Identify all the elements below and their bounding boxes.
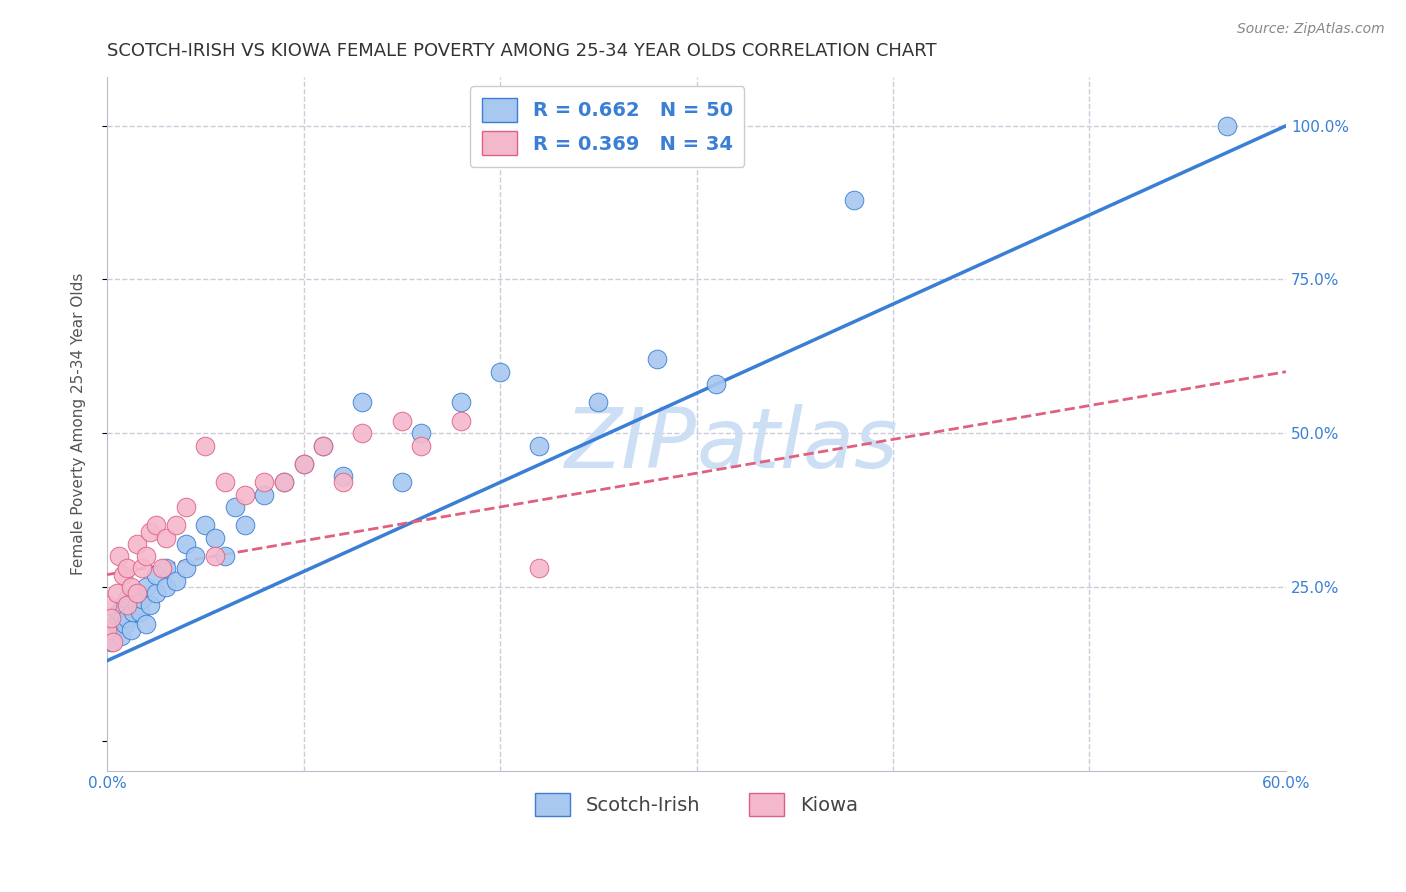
- Point: [352, 395, 374, 409]
- Point: [450, 395, 472, 409]
- Point: [145, 518, 167, 533]
- Point: [411, 438, 433, 452]
- Point: [135, 616, 157, 631]
- Point: [233, 488, 256, 502]
- Point: [253, 488, 276, 502]
- Text: Source: ZipAtlas.com: Source: ZipAtlas.com: [1237, 22, 1385, 37]
- Point: [131, 592, 153, 607]
- Point: [352, 426, 374, 441]
- Point: [111, 610, 134, 624]
- Point: [204, 531, 226, 545]
- Point: [120, 580, 142, 594]
- Point: [125, 537, 148, 551]
- Point: [135, 549, 157, 564]
- Point: [108, 549, 131, 564]
- Point: [174, 537, 197, 551]
- Point: [224, 500, 246, 514]
- Point: [155, 580, 177, 594]
- Point: [105, 616, 128, 631]
- Point: [121, 605, 143, 619]
- Legend: Scotch-Irish, Kiowa: Scotch-Irish, Kiowa: [527, 785, 866, 824]
- Point: [115, 592, 138, 607]
- Point: [96, 629, 118, 643]
- Point: [165, 574, 187, 588]
- Point: [110, 629, 132, 643]
- Point: [100, 635, 122, 649]
- Point: [204, 549, 226, 564]
- Point: [155, 561, 177, 575]
- Point: [100, 610, 122, 624]
- Point: [111, 567, 134, 582]
- Point: [115, 561, 138, 575]
- Point: [1216, 119, 1239, 133]
- Point: [115, 610, 138, 624]
- Point: [129, 605, 152, 619]
- Text: ZIP: ZIP: [565, 404, 696, 485]
- Point: [135, 580, 157, 594]
- Point: [391, 475, 413, 490]
- Point: [120, 623, 142, 637]
- Point: [145, 586, 167, 600]
- Text: atlas: atlas: [696, 404, 898, 485]
- Point: [194, 518, 217, 533]
- Point: [704, 377, 727, 392]
- Point: [150, 561, 173, 575]
- Point: [332, 469, 354, 483]
- Point: [114, 616, 136, 631]
- Point: [842, 193, 865, 207]
- Y-axis label: Female Poverty Among 25-34 Year Olds: Female Poverty Among 25-34 Year Olds: [72, 273, 86, 575]
- Point: [273, 475, 295, 490]
- Point: [101, 635, 124, 649]
- Text: SCOTCH-IRISH VS KIOWA FEMALE POVERTY AMONG 25-34 YEAR OLDS CORRELATION CHART: SCOTCH-IRISH VS KIOWA FEMALE POVERTY AMO…: [107, 42, 936, 60]
- Point: [645, 352, 668, 367]
- Point: [312, 438, 335, 452]
- Point: [139, 524, 162, 539]
- Point: [253, 475, 276, 490]
- Point: [391, 414, 413, 428]
- Point: [233, 518, 256, 533]
- Point: [292, 457, 315, 471]
- Point: [588, 395, 610, 409]
- Point: [411, 426, 433, 441]
- Point: [312, 438, 335, 452]
- Point: [96, 599, 118, 613]
- Point: [125, 586, 148, 600]
- Point: [96, 623, 118, 637]
- Point: [174, 500, 197, 514]
- Point: [108, 605, 131, 619]
- Point: [529, 561, 551, 575]
- Point: [529, 438, 551, 452]
- Point: [214, 549, 236, 564]
- Point: [115, 599, 138, 613]
- Point: [174, 561, 197, 575]
- Point: [111, 599, 134, 613]
- Point: [145, 567, 167, 582]
- Point: [332, 475, 354, 490]
- Point: [450, 414, 472, 428]
- Point: [292, 457, 315, 471]
- Point: [214, 475, 236, 490]
- Point: [125, 586, 148, 600]
- Point: [139, 599, 162, 613]
- Point: [184, 549, 207, 564]
- Point: [101, 623, 124, 637]
- Point: [155, 531, 177, 545]
- Point: [273, 475, 295, 490]
- Point: [105, 586, 128, 600]
- Point: [131, 561, 153, 575]
- Point: [165, 518, 187, 533]
- Point: [489, 365, 512, 379]
- Point: [96, 610, 118, 624]
- Point: [194, 438, 217, 452]
- Point: [125, 599, 148, 613]
